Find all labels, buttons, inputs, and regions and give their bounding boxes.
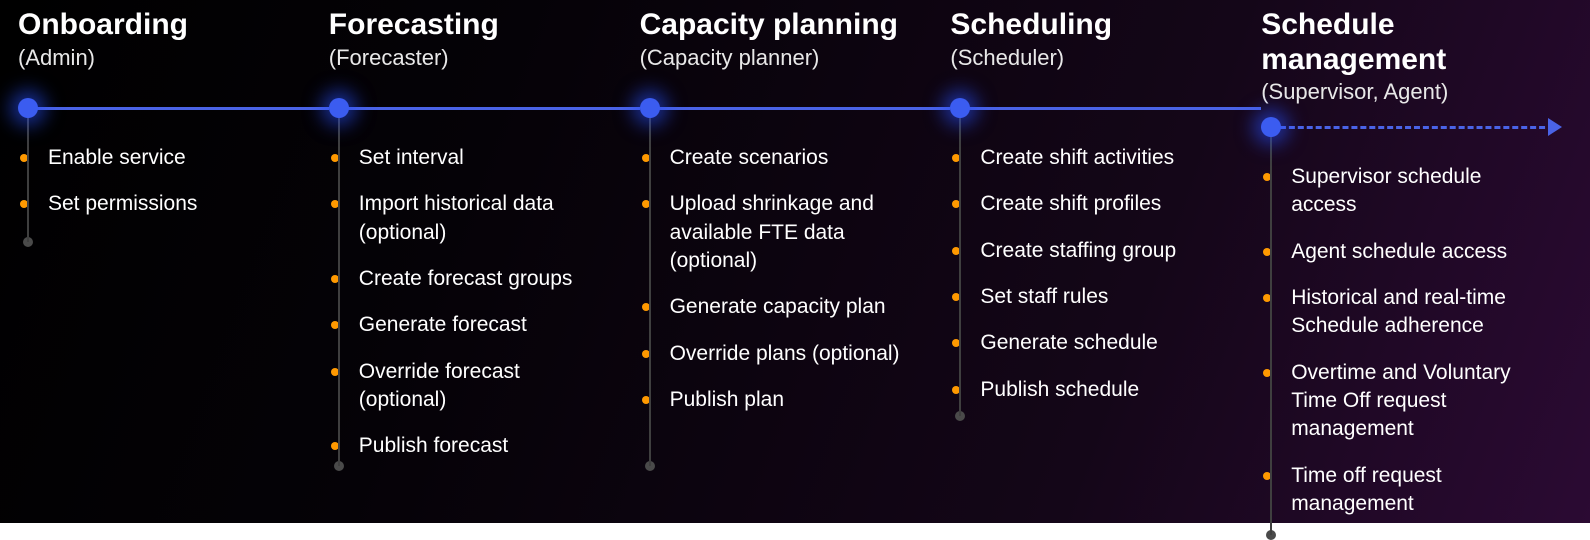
vertical-connector: [959, 116, 961, 416]
list-item: Publish plan: [664, 386, 923, 414]
list-item: Enable service: [42, 144, 301, 172]
list-item: Create forecast groups: [353, 265, 612, 293]
vertical-connector: [338, 116, 340, 466]
timeline-line: [650, 107, 951, 110]
stage: Capacity planning(Capacity planner) Creat…: [640, 8, 951, 523]
stage-title: Onboarding: [18, 8, 301, 43]
list-item: Supervisor schedule access: [1285, 163, 1544, 220]
stage: Onboarding(Admin) Enable service Set permi…: [18, 8, 329, 523]
timeline-row: [329, 90, 612, 130]
list-item: Upload shrinkage and available FTE data …: [664, 190, 923, 275]
list-item: Agent schedule access: [1285, 238, 1544, 266]
stage-header: Schedule management(Supervisor, Agent): [1261, 8, 1544, 105]
timeline-line: [339, 107, 640, 110]
timeline-node-icon: [1261, 117, 1281, 137]
list-item: Generate forecast: [353, 311, 612, 339]
list-item: Override forecast (optional): [353, 358, 612, 415]
stage-role: (Scheduler): [950, 45, 1233, 71]
stage-header: Forecasting(Forecaster): [329, 8, 612, 86]
stage-title: Scheduling: [950, 8, 1233, 43]
list-item: Set permissions: [42, 190, 301, 218]
list-item: Overtime and Voluntary Time Off request …: [1285, 359, 1544, 444]
stage-item-list: Create scenarios Upload shrinkage and ava…: [640, 130, 923, 414]
list-item: Create shift profiles: [974, 190, 1233, 218]
list-item: Create scenarios: [664, 144, 923, 172]
timeline-node-icon: [950, 98, 970, 118]
vertical-connector: [1270, 135, 1272, 535]
stage: Forecasting(Forecaster) Set interval Impor…: [329, 8, 640, 523]
stage-role: (Capacity planner): [640, 45, 923, 71]
stage-item-list: Supervisor schedule access Agent schedule…: [1261, 149, 1544, 518]
timeline-line: [1271, 126, 1554, 129]
arrow-right-icon: [1548, 118, 1562, 136]
stage-role: (Forecaster): [329, 45, 612, 71]
timeline-line: [960, 107, 1261, 110]
list-item: Create shift activities: [974, 144, 1233, 172]
timeline-node-icon: [640, 98, 660, 118]
list-item: Generate schedule: [974, 329, 1233, 357]
stage-role: (Supervisor, Agent): [1261, 79, 1544, 105]
timeline-row: [18, 90, 301, 130]
list-item: Set staff rules: [974, 283, 1233, 311]
stage-title: Schedule management: [1261, 8, 1544, 77]
list-item: Create staffing group: [974, 237, 1233, 265]
list-item: Time off request management: [1285, 462, 1544, 519]
timeline-container: Onboarding(Admin) Enable service Set permi…: [0, 0, 1590, 523]
stage: Scheduling(Scheduler) Create shift activi…: [950, 8, 1261, 523]
list-item: Import historical data (optional): [353, 190, 612, 247]
stage: Schedule management(Supervisor, Agent) Su…: [1261, 8, 1572, 523]
stage-header: Onboarding(Admin): [18, 8, 301, 86]
list-item: Publish schedule: [974, 376, 1233, 404]
stage-title: Forecasting: [329, 8, 612, 43]
timeline-row: [1261, 109, 1544, 149]
list-item: Override plans (optional): [664, 340, 923, 368]
list-item: Generate capacity plan: [664, 293, 923, 321]
stage-role: (Admin): [18, 45, 301, 71]
timeline-node-icon: [329, 98, 349, 118]
timeline-row: [640, 90, 923, 130]
stage-title: Capacity planning: [640, 8, 923, 43]
list-item: Historical and real-time Schedule adhere…: [1285, 284, 1544, 341]
list-item: Set interval: [353, 144, 612, 172]
vertical-connector: [27, 116, 29, 242]
timeline-row: [950, 90, 1233, 130]
timeline-node-icon: [18, 98, 38, 118]
vertical-connector: [649, 116, 651, 466]
stage-item-list: Create shift activities Create shift prof…: [950, 130, 1233, 404]
stage-header: Capacity planning(Capacity planner): [640, 8, 923, 86]
stage-header: Scheduling(Scheduler): [950, 8, 1233, 86]
timeline-line: [28, 107, 329, 110]
list-item: Publish forecast: [353, 432, 612, 460]
stage-item-list: Enable service Set permissions: [18, 130, 301, 219]
stage-item-list: Set interval Import historical data (opti…: [329, 130, 612, 461]
